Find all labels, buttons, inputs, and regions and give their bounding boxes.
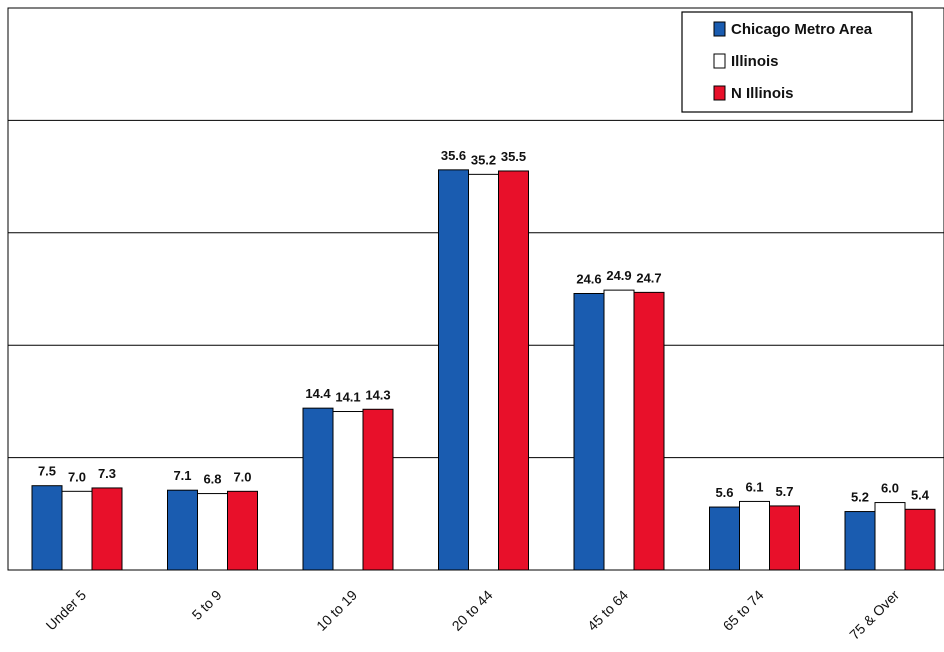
- bar-chicago-metro-area: [573, 292, 605, 571]
- x-tick-label: 45 to 64: [584, 587, 631, 634]
- bar-chicago-metro-area: [302, 407, 334, 571]
- legend-swatch: [713, 21, 726, 37]
- data-label: 24.7: [636, 270, 661, 285]
- bar-n-illinois: [362, 408, 394, 571]
- data-label: 6.0: [881, 481, 899, 496]
- x-tick-label: 65 to 74: [720, 587, 767, 634]
- data-label: 6.8: [203, 472, 221, 487]
- bar-n-illinois: [227, 490, 258, 571]
- x-tick-label: 10 to 19: [313, 587, 360, 634]
- bar-n-illinois: [769, 505, 800, 571]
- data-label: 5.7: [775, 484, 793, 499]
- bar-chicago-metro-area: [31, 485, 63, 571]
- data-labels: 7.5 7.0 7.3 7.1 6.8 7.0 14.4 14.1 14.3 35.6 35.2 35…: [38, 148, 930, 505]
- data-label: 7.0: [68, 469, 86, 484]
- data-label: 14.1: [335, 390, 360, 405]
- x-tick-label: Under 5: [43, 587, 90, 634]
- data-label: 7.1: [173, 468, 191, 483]
- bar-illinois: [739, 500, 770, 571]
- data-label: 14.3: [365, 387, 390, 402]
- bar-chicago-metro-area: [709, 506, 740, 571]
- data-label: 24.9: [606, 268, 631, 283]
- bar-illinois: [468, 173, 499, 571]
- bar-illinois: [197, 493, 228, 571]
- legend-swatch: [713, 53, 726, 69]
- bar-n-illinois: [633, 291, 665, 571]
- bar-chicago-metro-area: [844, 511, 876, 571]
- bar-illinois: [874, 502, 906, 571]
- bar-chicago-metro-area: [438, 169, 469, 571]
- bar-illinois: [332, 411, 364, 571]
- x-axis-tick-labels: Under 5 5 to 9 10 to 19 20 to 44 45 to 64 65 …: [43, 587, 903, 643]
- data-label: 5.4: [911, 487, 930, 502]
- data-label: 35.5: [501, 149, 526, 164]
- bar-n-illinois: [498, 170, 529, 571]
- legend: Chicago Metro Area Illinois N Illinois: [681, 11, 913, 113]
- legend-label: Chicago Metro Area: [731, 21, 873, 38]
- legend-swatch: [713, 85, 726, 101]
- bar-n-illinois: [91, 487, 123, 571]
- data-label: 5.6: [715, 485, 733, 500]
- data-label: 24.6: [576, 271, 601, 286]
- data-label: 7.5: [38, 464, 56, 479]
- x-tick-label: 20 to 44: [449, 587, 496, 634]
- bar-illinois: [603, 289, 635, 571]
- data-label: 14.4: [305, 386, 331, 401]
- data-label: 35.6: [441, 148, 466, 163]
- legend-label: N Illinois: [731, 85, 794, 102]
- data-label: 7.3: [98, 466, 116, 481]
- bars: [31, 169, 936, 571]
- bar-chicago-metro-area: [167, 489, 198, 571]
- data-label: 7.0: [233, 469, 251, 484]
- data-label: 6.1: [745, 479, 763, 494]
- data-label: 5.2: [851, 490, 869, 505]
- legend-label: Illinois: [731, 53, 779, 70]
- data-label: 35.2: [471, 152, 496, 167]
- bar-illinois: [61, 490, 93, 571]
- x-tick-label: 5 to 9: [189, 587, 225, 623]
- bar-n-illinois: [904, 508, 936, 571]
- x-tick-label: 75 & Over: [846, 587, 902, 643]
